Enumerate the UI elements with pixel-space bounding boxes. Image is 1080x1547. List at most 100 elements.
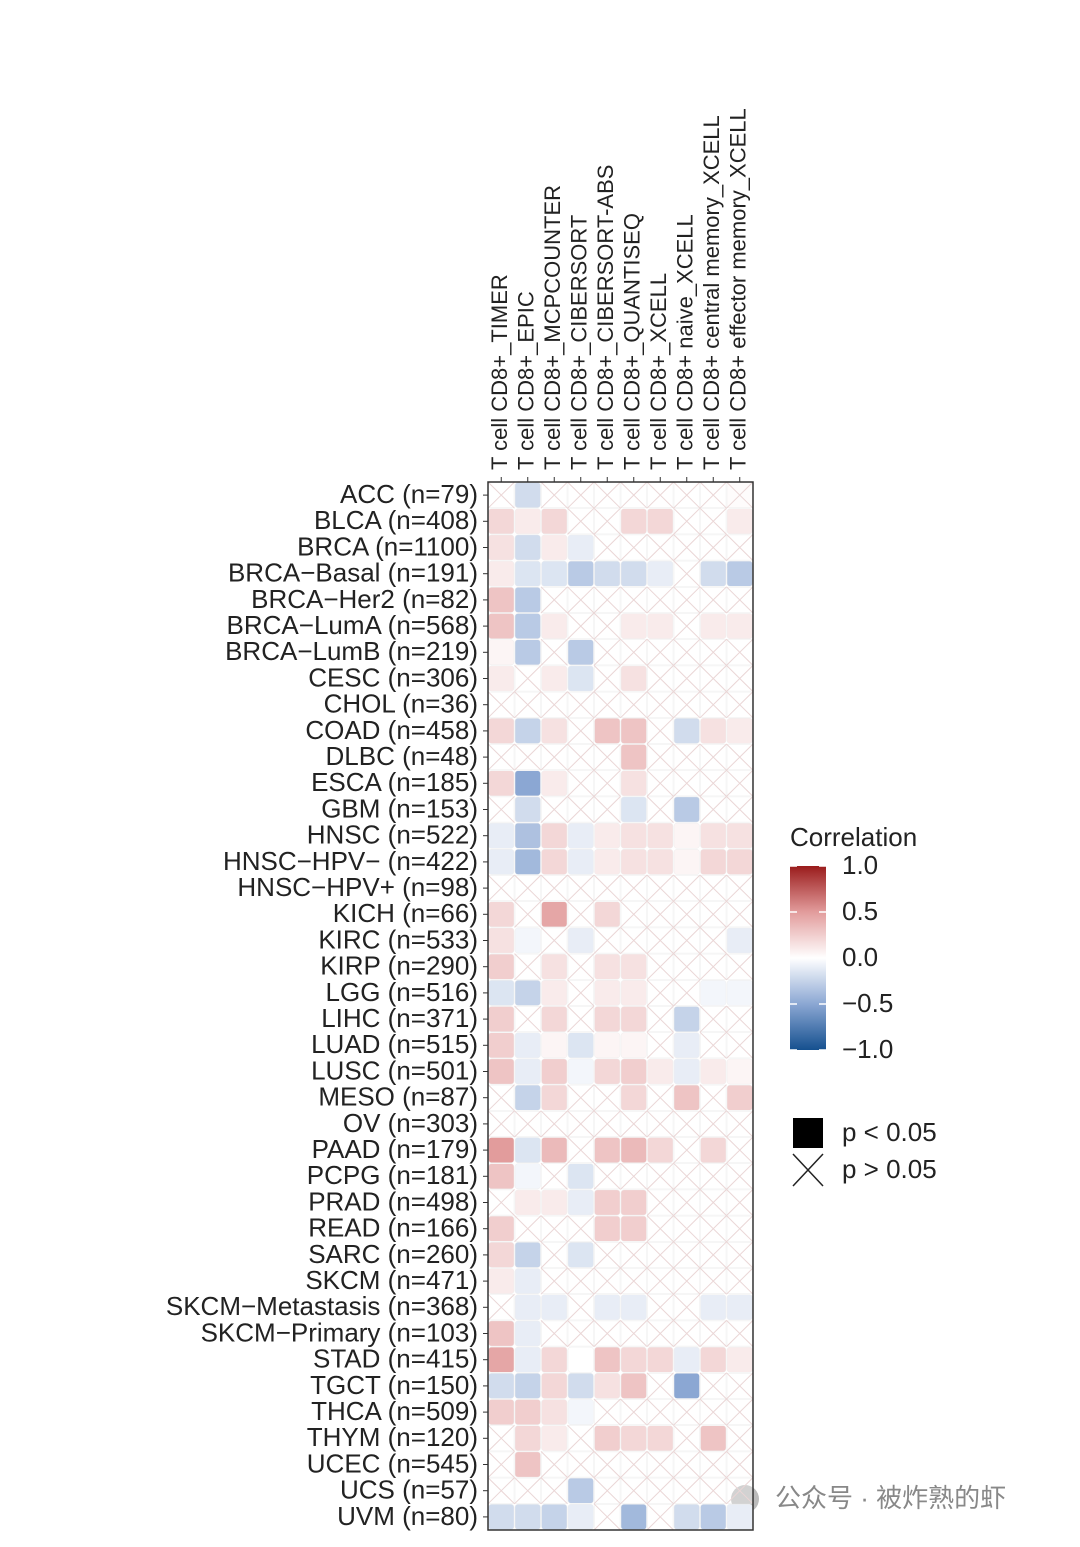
heat-cell — [514, 718, 541, 744]
heat-cell — [647, 560, 674, 587]
nonsig-cross — [646, 1451, 674, 1478]
heat-cell — [541, 980, 568, 1006]
nonsig-cross — [540, 691, 568, 719]
heat-cell — [647, 822, 674, 849]
heat-cell — [567, 822, 594, 849]
nonsig-cross — [567, 1215, 595, 1243]
nonsig-cross — [593, 586, 621, 614]
nonsig-cross — [726, 534, 754, 561]
nonsig-cross — [646, 586, 674, 614]
row-label: KIRP (n=290) — [320, 951, 478, 981]
heat-cell — [514, 927, 541, 954]
heat-cell — [488, 927, 515, 954]
heat-cell — [488, 665, 515, 692]
nonsig-cross — [540, 1477, 568, 1505]
row-label: UCS (n=57) — [340, 1475, 478, 1505]
row-label: HNSC−HPV− (n=422) — [223, 846, 478, 876]
nonsig-cross — [567, 1136, 595, 1164]
row-label: LIHC (n=371) — [321, 1003, 478, 1033]
nonsig-cross — [673, 1293, 701, 1321]
heat-cell — [726, 718, 753, 744]
nonsig-cross — [726, 1136, 754, 1164]
nonsig-cross — [593, 638, 621, 666]
nonsig-cross — [673, 586, 701, 614]
row-label: OV (n=303) — [343, 1108, 478, 1138]
heat-cell — [541, 1504, 568, 1530]
nonsig-cross — [673, 953, 701, 981]
nonsig-cross — [593, 1398, 621, 1426]
heat-cell — [620, 1006, 647, 1032]
row-label: LUSC (n=501) — [311, 1055, 478, 1085]
nonsig-cross — [673, 1320, 701, 1347]
nonsig-cross — [567, 1267, 595, 1295]
nonsig-cross — [487, 691, 515, 719]
heat-cell — [514, 1504, 541, 1530]
heat-cell — [567, 927, 594, 954]
nonsig-cross — [726, 1215, 754, 1243]
heat-cell — [541, 613, 568, 639]
heat-cell — [673, 1084, 700, 1111]
heat-cell — [514, 639, 541, 666]
row-label: CHOL (n=36) — [324, 689, 478, 719]
heat-cell — [726, 1084, 753, 1111]
heat-cell — [647, 1137, 674, 1163]
nonsig-cross — [540, 927, 568, 954]
colorbar-label: −1.0 — [842, 1034, 893, 1064]
nonsig-cross — [567, 507, 595, 535]
nonsig-cross — [699, 874, 727, 902]
heat-cell — [620, 1346, 647, 1373]
nonsig-cross — [699, 665, 727, 692]
nonsig-cross — [540, 1162, 568, 1190]
nonsig-cross — [646, 769, 674, 797]
row-label: SKCM−Metastasis (n=368) — [166, 1291, 478, 1321]
heat-cell — [620, 1189, 647, 1216]
heat-cell — [488, 534, 515, 561]
nonsig-cross — [620, 1110, 648, 1138]
heat-cell — [620, 665, 647, 692]
heat-cell — [700, 1346, 727, 1373]
nonsig-cross — [487, 796, 515, 823]
nonsig-cross — [540, 1241, 568, 1269]
sig-legend-label: p < 0.05 — [842, 1117, 937, 1147]
nonsig-cross — [646, 717, 674, 745]
nonsig-cross — [726, 1398, 754, 1426]
nonsig-cross — [620, 586, 648, 614]
column-label: T cell CD8+_TIMER — [487, 274, 512, 470]
heat-cell — [514, 587, 541, 613]
heat-cell — [567, 1504, 594, 1530]
nonsig-cross — [567, 481, 595, 509]
heat-cell — [700, 718, 727, 744]
nonsig-cross — [487, 1293, 515, 1321]
heat-cell — [594, 1189, 621, 1216]
colorbar-label: 0.0 — [842, 942, 878, 972]
nonsig-cross — [646, 1372, 674, 1400]
heat-cell — [488, 953, 515, 980]
nonsig-cross — [620, 1162, 648, 1190]
nonsig-cross — [514, 665, 542, 692]
nonsig-cross — [699, 507, 727, 535]
nonsig-cross — [726, 1241, 754, 1269]
heat-cell — [647, 849, 674, 875]
nonsig-cross — [567, 1084, 595, 1112]
nonsig-cross — [673, 1215, 701, 1243]
heat-cell — [541, 953, 568, 980]
heat-cell — [726, 849, 753, 875]
nonsig-cross — [646, 1005, 674, 1033]
nonsig-cross — [646, 979, 674, 1007]
nonsig-cross — [646, 665, 674, 692]
column-label: T cell CD8+_CIBERSORT — [567, 215, 592, 470]
heat-cell — [647, 613, 674, 639]
nonsig-cross — [514, 1477, 542, 1505]
nonsig-cross — [593, 1320, 621, 1347]
row-label: THCA (n=509) — [311, 1396, 478, 1426]
nonsig-cross — [726, 586, 754, 614]
nonsig-cross — [726, 874, 754, 902]
heat-cell — [488, 639, 515, 666]
row-label: PCPG (n=181) — [307, 1160, 478, 1190]
heat-cell — [567, 1242, 594, 1268]
heat-cell — [673, 822, 700, 849]
nonsig-cross — [673, 1189, 701, 1216]
nonsig-cross — [540, 1215, 568, 1243]
nonsig-cross — [726, 638, 754, 666]
nonsig-cross — [673, 1136, 701, 1164]
